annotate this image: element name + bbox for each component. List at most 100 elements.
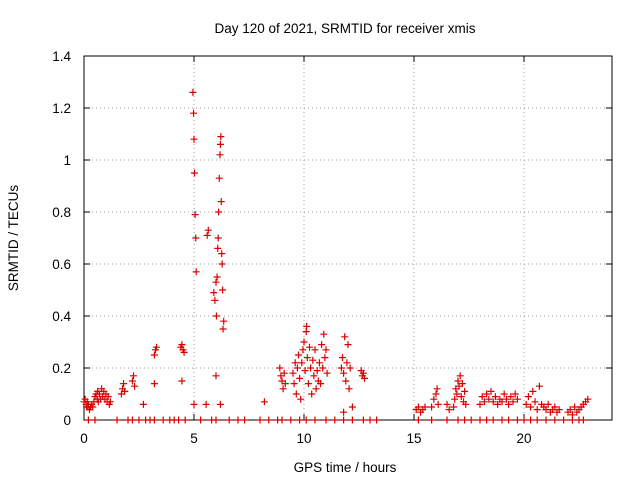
data-point <box>489 416 497 424</box>
data-point <box>494 400 502 408</box>
data-point <box>84 416 92 424</box>
data-point <box>428 416 436 424</box>
data-point <box>175 416 183 424</box>
data-point <box>323 369 331 377</box>
data-point <box>212 416 220 424</box>
data-point <box>461 387 469 395</box>
data-point <box>443 400 451 408</box>
data-point <box>513 416 521 424</box>
data-point <box>290 380 298 388</box>
data-point <box>511 390 519 398</box>
data-point <box>373 416 381 424</box>
data-point <box>296 416 304 424</box>
data-point <box>478 393 486 401</box>
data-point <box>462 400 470 408</box>
data-point <box>309 356 317 364</box>
data-point <box>342 377 350 385</box>
data-point <box>303 354 311 362</box>
data-point <box>522 400 530 408</box>
data-point <box>180 348 188 356</box>
data-point <box>361 374 368 382</box>
data-point <box>483 416 491 424</box>
data-point <box>190 109 198 117</box>
data-point <box>579 416 587 424</box>
data-point <box>225 416 233 424</box>
data-point <box>453 390 461 398</box>
data-point <box>215 174 223 182</box>
data-point <box>527 416 535 424</box>
data-point <box>212 278 220 286</box>
data-point <box>318 341 326 349</box>
data-point <box>348 403 356 411</box>
data-point <box>544 400 552 408</box>
data-point <box>432 390 440 398</box>
data-point <box>483 390 491 398</box>
data-point <box>461 416 469 424</box>
data-point <box>450 403 458 411</box>
data-point <box>213 273 221 281</box>
data-point <box>292 390 300 398</box>
data-point <box>505 416 513 424</box>
data-point <box>128 377 136 385</box>
plot-frame <box>83 55 613 421</box>
data-point <box>289 369 297 377</box>
data-point <box>278 416 286 424</box>
data-point <box>295 351 302 359</box>
data-point <box>317 380 324 388</box>
data-point <box>451 395 459 403</box>
data-point <box>120 380 128 388</box>
data-point <box>190 135 198 143</box>
data-point <box>551 416 559 424</box>
data-point <box>311 416 319 424</box>
data-point <box>533 406 541 414</box>
data-point <box>218 260 226 268</box>
y-axis-label: SRMTID / TECUs <box>6 185 21 292</box>
data-point <box>216 140 224 148</box>
data-point <box>211 296 219 304</box>
data-point <box>280 369 288 377</box>
data-point <box>298 359 306 367</box>
x-tick-label: 20 <box>516 431 531 446</box>
data-point <box>215 208 223 216</box>
data-point <box>306 343 313 351</box>
data-point <box>307 364 315 372</box>
data-point <box>366 416 374 424</box>
data-point <box>153 343 161 351</box>
data-point <box>502 395 510 403</box>
data-point <box>568 416 576 424</box>
data-point <box>454 377 462 385</box>
data-point <box>339 354 346 362</box>
data-point <box>130 372 137 380</box>
data-point <box>467 416 475 424</box>
data-point <box>507 393 515 401</box>
data-point <box>520 416 528 424</box>
data-point <box>414 416 422 424</box>
y-tick-label: 1.4 <box>52 49 71 64</box>
data-point <box>529 387 537 395</box>
data-point <box>191 211 199 219</box>
data-point <box>513 395 521 403</box>
data-point <box>217 198 225 206</box>
data-point <box>189 88 197 96</box>
data-point <box>299 346 307 354</box>
data-point <box>340 416 348 424</box>
data-point <box>219 325 227 333</box>
data-point <box>304 380 312 388</box>
grid <box>84 56 612 420</box>
data-point <box>212 372 220 380</box>
y-tick-label: 0 <box>63 413 71 428</box>
data-point <box>430 395 438 403</box>
x-axis-label: GPS time / hours <box>294 460 397 475</box>
data-point <box>555 406 563 414</box>
data-point <box>203 231 211 239</box>
data-point <box>321 354 329 362</box>
data-point <box>260 398 268 406</box>
data-point <box>542 416 550 424</box>
data-point <box>340 369 348 377</box>
data-point <box>217 133 225 141</box>
data-point <box>301 367 309 375</box>
data-point <box>308 390 316 398</box>
data-point <box>340 408 348 416</box>
data-point <box>476 416 484 424</box>
